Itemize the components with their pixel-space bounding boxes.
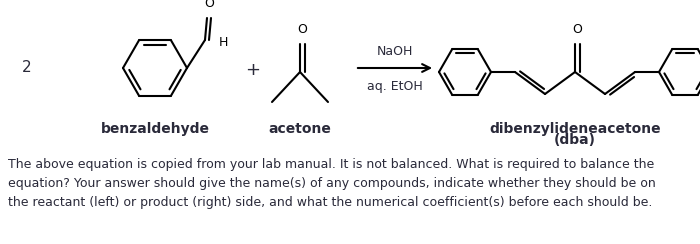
Text: O: O [297, 23, 307, 36]
Text: benzaldehyde: benzaldehyde [101, 122, 209, 136]
Text: O: O [204, 0, 214, 10]
Text: 2: 2 [22, 61, 32, 75]
Text: +: + [246, 61, 260, 79]
Text: acetone: acetone [269, 122, 331, 136]
Text: O: O [572, 23, 582, 36]
Text: aq. EtOH: aq. EtOH [367, 80, 423, 93]
Text: H: H [219, 35, 228, 49]
Text: dibenzylideneacetone: dibenzylideneacetone [489, 122, 661, 136]
Text: NaOH: NaOH [377, 45, 413, 58]
Text: (dba): (dba) [554, 133, 596, 147]
Text: The above equation is copied from your lab manual. It is not balanced. What is r: The above equation is copied from your l… [8, 158, 656, 209]
